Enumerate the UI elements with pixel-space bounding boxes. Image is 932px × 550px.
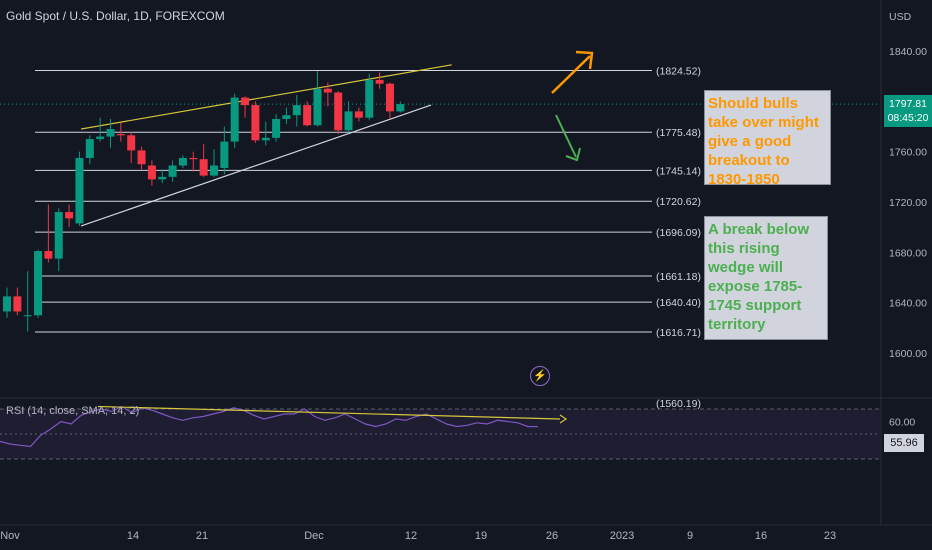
wedge-trendlines xyxy=(80,64,452,227)
time-tick-label: 26 xyxy=(546,530,558,542)
candle-body xyxy=(220,141,229,169)
candle-body xyxy=(3,296,11,312)
time-tick-label: Nov xyxy=(0,530,20,542)
candle-body xyxy=(396,104,405,112)
wedge-trendline xyxy=(80,64,452,130)
candle-body xyxy=(147,165,156,180)
candle-body xyxy=(75,157,84,224)
fib-level-label: (1560.19) xyxy=(656,398,701,410)
fib-level-label: (1720.62) xyxy=(656,196,701,208)
price-tick-label: 1720.00 xyxy=(889,197,927,209)
candle-body xyxy=(272,118,281,138)
fib-levels: (1824.52) (1775.48) (1745.14) (1720.62) (169… xyxy=(0,65,880,410)
candle-body xyxy=(210,165,218,176)
time-tick-label: Dec xyxy=(304,530,324,542)
time-tick-label: 23 xyxy=(824,530,836,542)
candle-body xyxy=(168,165,177,177)
rsi-trendline xyxy=(97,405,561,420)
last-price-badge: 1797.81 08:45:20 xyxy=(884,95,932,127)
candle-body xyxy=(13,296,22,312)
bearish-arrow xyxy=(555,114,577,158)
candle-body xyxy=(385,83,394,112)
bar-countdown: 08:45:20 xyxy=(887,112,929,124)
time-tick-label: 19 xyxy=(475,530,487,542)
chart-title: Gold Spot / U.S. Dollar, 1D, FOREXCOM xyxy=(6,9,225,23)
lightning-bolt-icon[interactable]: ⚡ xyxy=(530,366,550,386)
rsi-line xyxy=(0,405,539,448)
rsi-value-badge: 55.96 xyxy=(884,434,924,452)
candle-body xyxy=(96,136,105,140)
rsi-trendline-arrowhead xyxy=(559,414,568,424)
candle-body xyxy=(230,97,239,142)
price-tick-label: 1840.00 xyxy=(889,46,927,58)
price-tick-label: 1760.00 xyxy=(889,147,927,159)
projection-arrows xyxy=(551,50,594,162)
time-tick-label: 14 xyxy=(127,530,139,542)
candle-body xyxy=(199,159,208,176)
candle-body xyxy=(375,79,384,84)
candle-body xyxy=(313,88,322,126)
rsi-tick-label: 60.00 xyxy=(889,417,915,429)
fib-level-label: (1775.48) xyxy=(656,127,701,139)
rsi-indicator-label[interactable]: RSI (14, close, SMA, 14, 2) xyxy=(6,405,140,417)
candle-body xyxy=(292,105,301,116)
candle-body xyxy=(334,92,343,131)
time-tick-label: 16 xyxy=(755,530,767,542)
bullish-arrow xyxy=(551,55,591,94)
candle-body xyxy=(354,111,363,118)
candle-body xyxy=(251,105,260,141)
candle-body xyxy=(137,150,146,165)
candle-body xyxy=(127,135,136,151)
candle-body xyxy=(65,212,74,219)
currency-label: USD xyxy=(889,11,912,23)
candle-body xyxy=(241,97,250,106)
bullish-note[interactable]: Should bulls take over might give a good… xyxy=(704,90,831,188)
bearish-note[interactable]: A break below this rising wedge will exp… xyxy=(704,216,828,340)
fib-level-label: (1824.52) xyxy=(656,65,701,77)
time-tick-label: 12 xyxy=(405,530,417,542)
candle-body xyxy=(44,251,53,259)
candle-body xyxy=(178,157,187,166)
time-tick-label: 9 xyxy=(687,530,693,542)
time-axis: Nov 14 21 Dec 12 19 26 2023 9 16 23 xyxy=(0,530,836,542)
candle-body xyxy=(23,315,32,317)
candle-body xyxy=(282,115,291,119)
candle-body xyxy=(85,139,94,158)
candle-body xyxy=(158,176,167,180)
candle-body xyxy=(54,212,63,259)
fib-level-label: (1745.14) xyxy=(656,165,701,177)
candle-body xyxy=(323,88,332,93)
price-tick-label: 1680.00 xyxy=(889,247,927,259)
price-tick-label: 1600.00 xyxy=(889,348,927,360)
fib-level-label: (1640.40) xyxy=(656,297,701,309)
time-tick-label: 2023 xyxy=(610,530,634,542)
candle-body xyxy=(344,111,353,131)
candle-body xyxy=(106,129,115,137)
candle-body xyxy=(116,134,125,136)
wedge-trendline xyxy=(80,104,432,227)
bearish-arrowhead xyxy=(565,147,581,162)
candle-body xyxy=(261,137,270,141)
time-tick-label: 21 xyxy=(196,530,208,542)
candle-body xyxy=(365,79,374,118)
fib-level-label: (1661.18) xyxy=(656,271,701,283)
bullish-arrowhead xyxy=(575,50,594,70)
fib-level-label: (1616.71) xyxy=(656,327,701,339)
fib-level-label: (1696.09) xyxy=(656,227,701,239)
candle-body xyxy=(34,251,43,316)
price-tick-label: 1640.00 xyxy=(889,298,927,310)
candle-body xyxy=(303,105,312,126)
candles xyxy=(3,71,405,332)
last-price-value: 1797.81 xyxy=(889,98,927,110)
candle-body xyxy=(189,157,198,160)
